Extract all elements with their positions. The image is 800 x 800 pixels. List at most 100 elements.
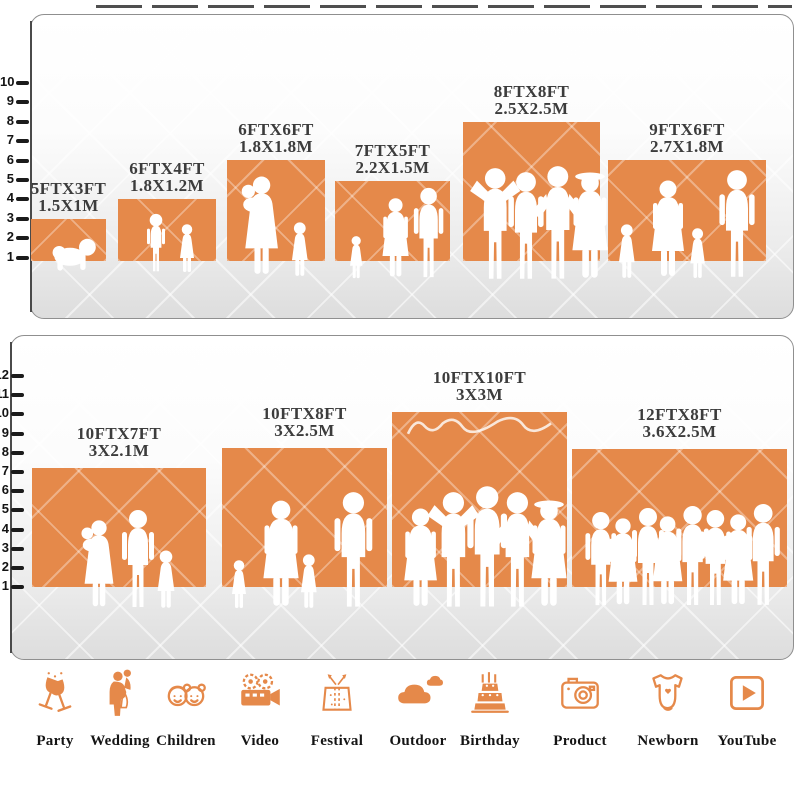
backdrop-10ftx7ft (32, 468, 206, 587)
backdrop-size-label: 9FTX6FT 2.7X1.8M (602, 121, 772, 155)
ruler-number: 1 (6, 248, 14, 264)
category-label: Video (240, 733, 280, 749)
size-meters: 1.5X1M (38, 196, 99, 215)
ruler-tick (11, 566, 24, 570)
size-meters: 2.5X2.5M (494, 99, 569, 118)
ruler-tick (16, 81, 29, 85)
backdrop-12ftx8ft (572, 449, 787, 587)
ruler-number: 6 (6, 151, 14, 167)
category-label: YouTube (717, 733, 777, 749)
silhouette-girl (172, 223, 202, 273)
size-meters: 2.7X1.8M (649, 137, 725, 156)
backdrop-10ftx10ft (392, 412, 567, 587)
silhouette-girl (343, 235, 369, 279)
size-feet: 5FTX3FT (30, 179, 107, 198)
ruler-number: 11 (0, 386, 9, 402)
ruler-tick (16, 255, 29, 260)
ruler-number: 4 (6, 190, 14, 206)
ruler-number: 3 (6, 209, 14, 225)
backdrop-size-label: 12FTX8FT 3.6X2.5M (595, 406, 765, 440)
category-party: Party (13, 668, 97, 750)
ruler-tick (16, 236, 29, 241)
ruler-number: 4 (1, 520, 9, 536)
ruler-number: 2 (6, 229, 14, 245)
size-feet: 6FTX4FT (129, 159, 205, 178)
ruler-tick (11, 546, 24, 551)
top-edge-dashed-line (96, 5, 792, 8)
backdrop-5ftx3ft (31, 219, 106, 261)
silhouette-girl (283, 221, 317, 277)
backdrop-9ftx6ft (608, 160, 766, 261)
size-feet: 7FTX5FT (354, 141, 431, 160)
backdrop-8ftx8ft (463, 122, 600, 261)
backdrop-size-label: 10FTX8FT 3X2.5M (220, 405, 390, 439)
backdrop-10ftx8ft (222, 448, 387, 587)
size-meters: 3.6X2.5M (642, 422, 717, 441)
backdrop-7ftx5ft (335, 181, 450, 261)
ruler-tick (16, 178, 29, 182)
ruler-tick (11, 508, 24, 513)
category-label: Children (156, 733, 216, 749)
size-feet: 9FTX6FT (649, 120, 725, 139)
youtube-icon (722, 668, 772, 718)
ruler-number: 10 (0, 405, 9, 421)
backdrop-size-label: 6FTX4FT 1.8X1.2M (82, 160, 252, 194)
silhouette-man (318, 491, 389, 609)
size-feet: 8FTX8FT (493, 82, 570, 101)
ruler-tick (16, 139, 29, 144)
ruler-number: 5 (1, 501, 9, 517)
ruler-number: 5 (6, 171, 14, 186)
product-icon (555, 668, 605, 718)
ruler-tick (11, 527, 24, 532)
category-label: Outdoor (389, 733, 447, 749)
ruler-tick (11, 431, 24, 436)
silhouette-man (732, 503, 794, 607)
ruler-number: 10 (0, 74, 15, 89)
newborn-icon (643, 668, 693, 718)
category-label: Product (553, 733, 607, 749)
ruler-tick (16, 158, 29, 163)
size-meters: 3X2.5M (274, 421, 335, 440)
category-label: Birthday (460, 733, 520, 749)
category-birthday: Birthday (448, 668, 532, 750)
size-meters: 1.8X1.2M (129, 176, 205, 195)
ruler-tick (11, 585, 24, 590)
backdrop-size-label: 7FTX5FT 2.2X1.5M (308, 142, 478, 176)
category-product: Product (538, 668, 622, 750)
category-label: Party (36, 733, 74, 749)
size-feet: 10FTX10FT (432, 368, 527, 387)
silhouette-man (704, 169, 770, 279)
category-outdoor: Outdoor (376, 668, 460, 750)
ruler-number: 6 (1, 482, 9, 498)
category-children: Children (144, 668, 228, 750)
category-label: Festival (310, 733, 364, 749)
birthday-icon (465, 668, 515, 718)
backdrop-size-label: 6FTX6FT 1.8X1.8M (191, 121, 361, 155)
ruler-number: 7 (1, 463, 9, 478)
ruler-number: 3 (1, 539, 9, 555)
category-youtube: YouTube (705, 668, 789, 750)
ruler-number: 8 (6, 112, 14, 128)
ruler-number: 12 (0, 367, 9, 382)
backdrop-size-label: 10FTX10FT 3X3M (395, 369, 565, 403)
silhouette-man (401, 187, 456, 279)
silhouette-girl (148, 549, 184, 609)
ruler-tick (11, 450, 24, 455)
category-video: Video (218, 668, 302, 750)
silhouette-baby (43, 231, 103, 273)
ruler-number: 9 (6, 93, 14, 109)
backdrop-6ftx4ft (118, 199, 216, 261)
ruler-tick (11, 489, 24, 494)
size-meters: 3X3M (456, 385, 503, 404)
silhouette-boy (138, 213, 174, 273)
video-icon (235, 668, 285, 718)
ruler-number: 8 (1, 443, 9, 459)
ruler-tick (11, 393, 24, 398)
backdrop-6ftx6ft (227, 160, 325, 261)
ruler-tick (16, 119, 29, 124)
size-feet: 12FTX8FT (637, 405, 722, 424)
backdrop-size-label: 5FTX3FT 1.5X1M (0, 180, 154, 214)
size-meters: 3X2.1M (88, 441, 150, 460)
outdoor-icon (393, 668, 443, 718)
